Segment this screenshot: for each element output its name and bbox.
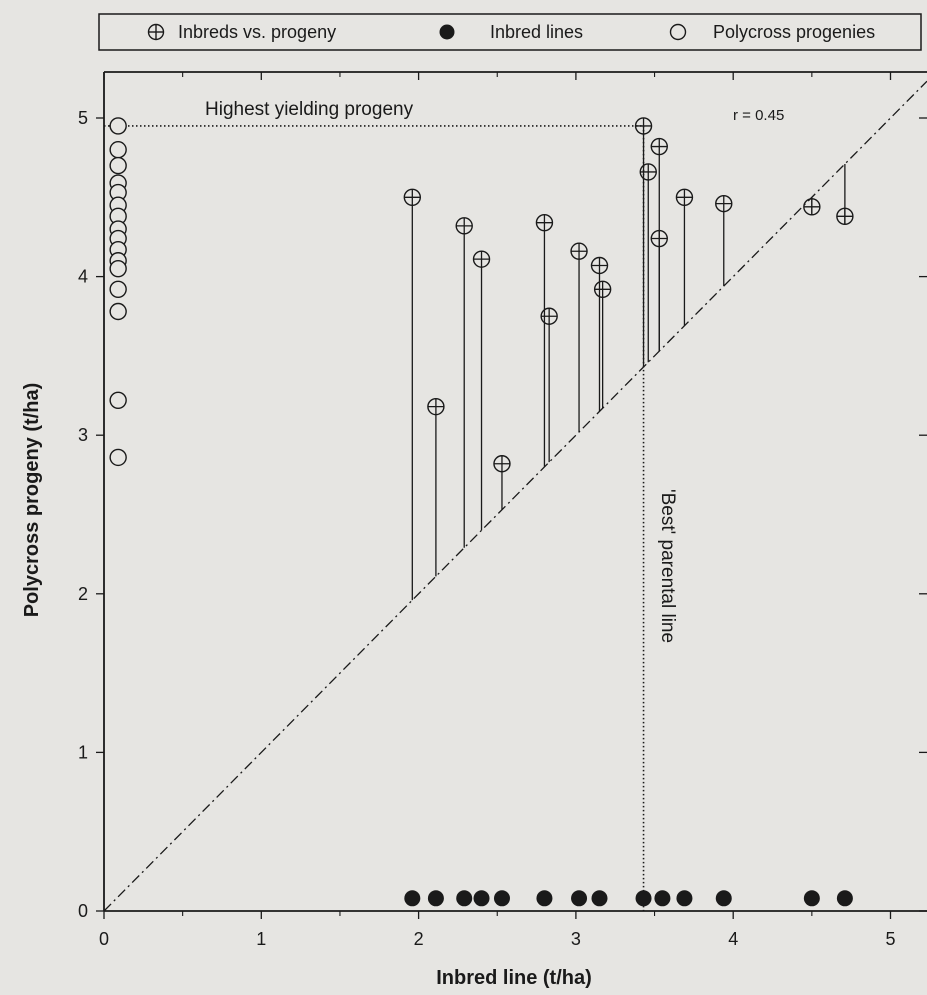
inbred-vs-progeny-point bbox=[593, 280, 612, 298]
inbred-line-point bbox=[536, 890, 553, 907]
y-axis-title: Polycross progeny (t/ha) bbox=[21, 383, 43, 618]
inbred-vs-progeny-point bbox=[634, 117, 653, 135]
polycross-progeny-point bbox=[109, 156, 127, 175]
inbred-line-point bbox=[635, 890, 652, 907]
inbred-vs-progeny-point bbox=[803, 198, 821, 216]
polycross-progeny-point bbox=[109, 391, 127, 410]
legend-label-inbred-lines: Inbred lines bbox=[490, 22, 583, 42]
inbred-line-point bbox=[427, 890, 444, 907]
polycross-progeny-point bbox=[109, 302, 127, 321]
inbred-vs-progeny-point bbox=[455, 217, 473, 235]
polycross-progeny-point bbox=[109, 117, 127, 135]
inbred-vs-progeny-point bbox=[570, 242, 588, 260]
inbred-line-point bbox=[676, 890, 693, 907]
legend: Inbreds vs. progeny Inbred lines Polycro… bbox=[98, 13, 922, 51]
inbred-vs-progeny-point bbox=[403, 188, 422, 207]
x-tick-label: 4 bbox=[728, 929, 738, 949]
inbred-vs-progeny-point bbox=[675, 188, 694, 207]
inbred-line-point bbox=[473, 890, 490, 907]
y-tick-label: 0 bbox=[78, 901, 88, 921]
x-tick-label: 3 bbox=[571, 929, 581, 949]
y-tick-label: 1 bbox=[78, 742, 88, 762]
inbred-vs-progeny-point bbox=[427, 397, 445, 416]
plot-frame bbox=[103, 71, 927, 912]
inbred-line-point bbox=[836, 890, 853, 907]
legend-box bbox=[98, 13, 922, 51]
x-tick-label: 0 bbox=[99, 929, 109, 949]
inbred-vs-progeny-point bbox=[650, 229, 668, 248]
inbred-vs-progeny-point bbox=[472, 250, 491, 268]
y-tick-label: 4 bbox=[78, 267, 88, 287]
inbred-line-point bbox=[571, 890, 588, 907]
axis-ticks: 0 1 2 3 4 5 0 1 2 3 4 5 bbox=[78, 72, 927, 949]
inbred-vs-progeny-point bbox=[540, 307, 558, 325]
legend-marker-circle-plus-icon bbox=[147, 23, 165, 41]
inbred-line-point bbox=[803, 890, 820, 907]
legend-label-polycross-progenies: Polycross progenies bbox=[713, 22, 875, 42]
difference-stems bbox=[411, 133, 846, 601]
inbred-vs-progeny-point bbox=[836, 207, 854, 226]
inbred-vs-progeny-point bbox=[535, 213, 554, 232]
inbred-line-point bbox=[493, 890, 510, 907]
y-tick-label: 5 bbox=[78, 108, 88, 128]
inbred-vs-progeny-point bbox=[715, 194, 733, 213]
inbred-vs-progeny-point bbox=[639, 163, 657, 181]
polycross-progeny-point bbox=[109, 280, 127, 298]
correlation-label: r = 0.45 bbox=[733, 107, 784, 124]
legend-marker-open-circle-icon bbox=[669, 23, 687, 41]
best-parental-line-label: 'Best' parental line bbox=[657, 489, 678, 643]
legend-marker-filled-circle-icon bbox=[439, 24, 455, 40]
polycross-progeny-point bbox=[109, 259, 127, 278]
inbred-vs-progeny-point bbox=[650, 137, 668, 156]
inbred-line-point bbox=[404, 890, 421, 907]
inbred-line-point bbox=[715, 890, 732, 907]
one-to-one-reference-line bbox=[103, 80, 927, 912]
y-tick-label: 2 bbox=[78, 584, 88, 604]
inbred-vs-progeny-point bbox=[493, 455, 511, 473]
inbred-line-point bbox=[456, 890, 473, 907]
legend-label-inbreds-vs-progeny: Inbreds vs. progeny bbox=[178, 22, 336, 42]
x-tick-label: 2 bbox=[414, 929, 424, 949]
polycross-progeny-point bbox=[109, 448, 127, 467]
x-tick-label: 1 bbox=[256, 929, 266, 949]
x-tick-label: 5 bbox=[885, 929, 895, 949]
polycross-progeny-point bbox=[109, 141, 127, 159]
x-axis-title: Inbred line (t/ha) bbox=[436, 967, 592, 989]
inbred-vs-progeny-point bbox=[590, 256, 609, 275]
inbred-line-point bbox=[654, 890, 671, 907]
highest-yielding-progeny-label: Highest yielding progeny bbox=[205, 99, 414, 120]
data-markers bbox=[109, 117, 854, 907]
annotations: Highest yielding progeny r = 0.45 'Best'… bbox=[104, 99, 784, 911]
y-tick-label: 3 bbox=[78, 425, 88, 445]
inbred-line-point bbox=[591, 890, 608, 907]
